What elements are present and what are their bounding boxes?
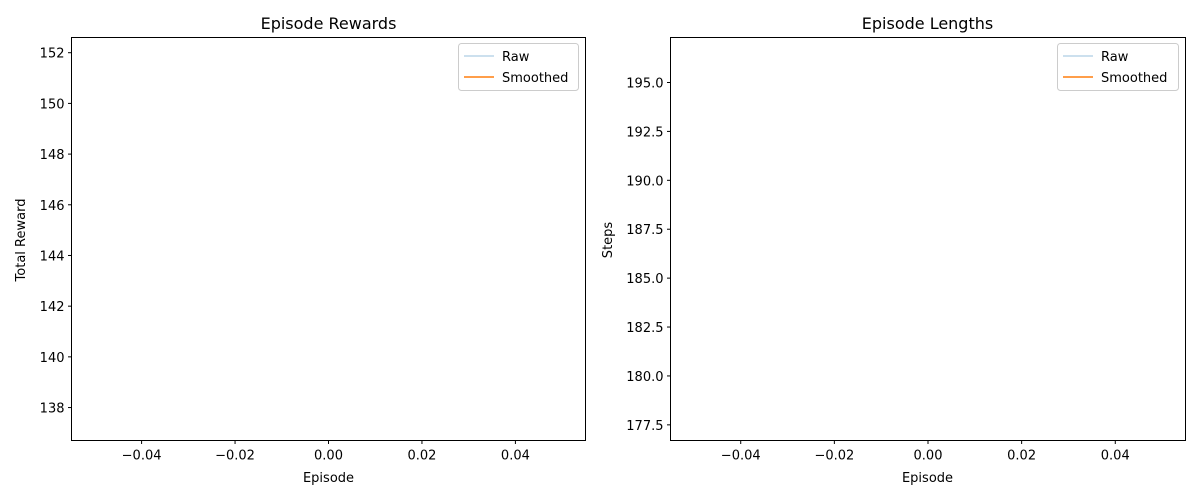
lengths-legend: Raw Smoothed (1057, 43, 1179, 91)
rewards-xtick-label: −0.02 (215, 449, 255, 464)
rewards-ylabel: Total Reward (14, 199, 29, 283)
rewards-legend-box (458, 43, 579, 91)
lengths-ytick-label: 192.5 (626, 125, 663, 140)
lengths-legend-box (1057, 43, 1179, 91)
rewards-ytick-label: 140 (40, 351, 65, 366)
lengths-ytick-label: 195.0 (626, 76, 663, 91)
rewards-xtick-label: −0.04 (122, 449, 162, 464)
lengths-ytick-label: 177.5 (626, 419, 663, 434)
rewards-legend: Raw Smoothed (458, 43, 579, 91)
rewards-legend-raw-label: Raw (502, 50, 530, 65)
rewards-xlabel: Episode (303, 471, 354, 486)
lengths-title: Episode Lengths (862, 14, 993, 33)
lengths-legend-raw-label: Raw (1101, 50, 1129, 65)
rewards-ytick-label: 148 (40, 148, 65, 163)
rewards-ytick-label: 142 (40, 300, 65, 315)
lengths-ytick-label: 190.0 (626, 174, 663, 189)
lengths-ytick-label: 185.0 (626, 272, 663, 287)
rewards-ticks: −0.04 −0.02 0.00 0.02 0.04 138 140 142 144 146 148… (40, 47, 530, 464)
lengths-ticks: −0.04 −0.02 0.00 0.02 0.04 177.5 180.0 182.5 185… (626, 76, 1129, 463)
rewards-ytick-label: 144 (40, 249, 65, 264)
rewards-xtick-label: 0.04 (501, 449, 530, 464)
rewards-ytick-label: 146 (40, 199, 65, 214)
lengths-ytick-label: 180.0 (626, 370, 663, 385)
rewards-ytick-label: 150 (40, 97, 65, 112)
rewards-axes-frame (71, 37, 586, 441)
lengths-xtick-label: −0.02 (814, 449, 854, 464)
lengths-ytick-label: 187.5 (626, 223, 663, 238)
lengths-xtick-label: 0.02 (1007, 449, 1036, 464)
lengths-ytick-label: 182.5 (626, 321, 663, 336)
lengths-xtick-label: 0.04 (1101, 449, 1130, 464)
rewards-ytick-label: 152 (40, 47, 65, 62)
lengths-ylabel: Steps (601, 222, 616, 259)
rewards-xtick-label: 0.02 (407, 449, 436, 464)
lengths-xlabel: Episode (902, 471, 953, 486)
lengths-subplot: Episode Lengths Episode Steps −0.04 −0.02… (601, 14, 1186, 486)
lengths-legend-smoothed-label: Smoothed (1101, 71, 1167, 86)
lengths-xtick-label: 0.00 (914, 449, 943, 464)
rewards-title: Episode Rewards (261, 14, 397, 33)
rewards-legend-smoothed-label: Smoothed (502, 71, 568, 86)
lengths-xtick-label: −0.04 (721, 449, 761, 464)
rewards-xtick-label: 0.00 (314, 449, 343, 464)
lengths-axes-frame (670, 37, 1186, 441)
rewards-subplot: Episode Rewards Episode Total Reward −0.… (14, 14, 586, 486)
rewards-ytick-label: 138 (40, 402, 65, 417)
